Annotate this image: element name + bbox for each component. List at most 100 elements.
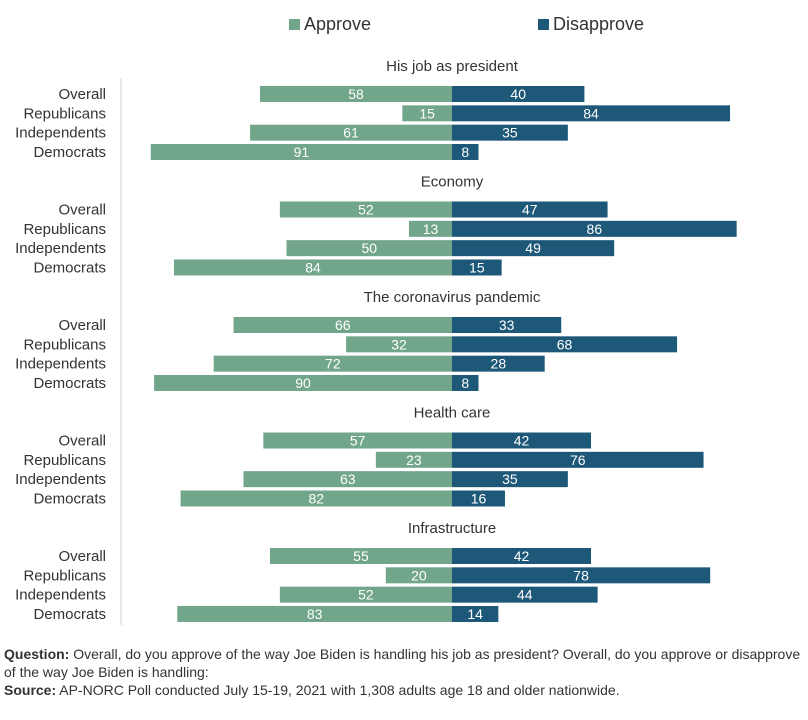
approve-value-label: 23 <box>406 452 422 468</box>
approve-bar <box>173 259 452 276</box>
disapprove-value-label: 28 <box>491 356 507 372</box>
disapprove-value-label: 49 <box>525 240 541 256</box>
category-label: Democrats <box>33 606 106 623</box>
approve-bar <box>286 240 452 257</box>
source-label: Source: <box>4 682 57 698</box>
category-label: Overall <box>58 86 106 103</box>
disapprove-value-label: 78 <box>573 567 589 583</box>
panel-title: The coronavirus pandemic <box>364 289 541 306</box>
disapprove-bar <box>452 432 592 449</box>
disapprove-bar <box>452 605 499 622</box>
approve-value-label: 63 <box>340 471 356 487</box>
approve-value-label: 66 <box>335 317 351 333</box>
approve-bar <box>346 336 452 353</box>
disapprove-value-label: 44 <box>517 587 533 603</box>
disapprove-value-label: 86 <box>587 221 603 237</box>
approve-value-label: 50 <box>361 240 377 256</box>
disapprove-bar <box>452 201 608 218</box>
approve-bar <box>263 432 452 449</box>
disapprove-bar <box>452 586 598 603</box>
disapprove-bar <box>452 143 479 160</box>
disapprove-bar <box>452 451 704 468</box>
category-label: Overall <box>58 433 106 450</box>
approve-bar <box>150 143 453 160</box>
panel-title: Infrastructure <box>408 520 496 537</box>
disapprove-bar <box>452 336 678 353</box>
disapprove-bar <box>452 490 505 507</box>
disapprove-bar <box>452 548 592 564</box>
approve-value-label: 52 <box>358 587 374 603</box>
approve-value-label: 91 <box>294 144 310 160</box>
disapprove-value-label: 35 <box>502 125 518 141</box>
category-label: Republicans <box>23 336 106 353</box>
disapprove-value-label: 14 <box>467 606 483 622</box>
approve-bar <box>279 201 452 218</box>
disapprove-value-label: 8 <box>461 144 469 160</box>
approve-value-label: 82 <box>309 490 325 506</box>
category-label: Overall <box>58 202 106 219</box>
category-label: Overall <box>58 548 106 565</box>
disapprove-value-label: 76 <box>570 452 586 468</box>
approve-bar <box>177 605 452 622</box>
approve-value-label: 20 <box>411 567 427 583</box>
disapprove-bar <box>452 220 737 237</box>
category-label: Republicans <box>23 452 106 469</box>
panel-title: Health care <box>414 405 491 422</box>
category-label: Independents <box>15 356 106 373</box>
category-label: Republicans <box>23 105 106 122</box>
approve-bar <box>213 355 452 372</box>
disapprove-bar <box>452 86 585 102</box>
approve-value-label: 90 <box>295 375 311 391</box>
disapprove-bar <box>452 240 615 257</box>
disapprove-value-label: 15 <box>469 259 485 275</box>
disapprove-value-label: 68 <box>557 336 573 352</box>
category-label: Overall <box>58 317 106 334</box>
question-text: Overall, do you approve of the way Joe B… <box>4 646 801 680</box>
category-label: Democrats <box>33 144 106 161</box>
approve-bar <box>279 586 452 603</box>
category-label: Democrats <box>33 490 106 507</box>
approve-value-label: 15 <box>419 105 435 121</box>
approve-bar <box>233 317 452 333</box>
legend-item-disapprove: Disapprove <box>538 14 644 35</box>
approve-bar <box>269 548 452 564</box>
disapprove-value-label: 8 <box>461 375 469 391</box>
category-label: Republicans <box>23 221 106 238</box>
legend-label-approve: Approve <box>304 14 372 34</box>
approve-bar <box>260 86 452 102</box>
category-label: Independents <box>15 471 106 488</box>
disapprove-value-label: 33 <box>499 317 515 333</box>
category-label: Republicans <box>23 567 106 584</box>
source-text: AP-NORC Poll conducted July 15-19, 2021 … <box>56 682 620 698</box>
category-label: Independents <box>15 587 106 604</box>
disapprove-value-label: 84 <box>583 105 599 121</box>
disapprove-bar <box>452 259 502 276</box>
approve-value-label: 57 <box>350 433 366 449</box>
chart-notes: Question: Overall, do you approve of the… <box>4 645 804 699</box>
legend-label-disapprove: Disapprove <box>553 14 645 34</box>
approve-value-label: 13 <box>423 221 439 237</box>
disapprove-value-label: 42 <box>514 548 530 564</box>
approve-value-label: 83 <box>307 606 323 622</box>
approve-value-label: 58 <box>348 86 364 102</box>
diverging-bar-chart: His job as president Overall 58 40 Republica… <box>15 58 737 625</box>
legend-item-approve: Approve <box>289 14 371 35</box>
category-label: Democrats <box>33 375 106 392</box>
category-label: Independents <box>15 125 106 142</box>
disapprove-value-label: 35 <box>502 471 518 487</box>
disapprove-bar <box>452 317 562 333</box>
approve-bar <box>243 471 452 488</box>
disapprove-bar <box>452 105 731 122</box>
disapprove-bar <box>452 471 568 488</box>
disapprove-bar <box>452 124 568 141</box>
panel-title: His job as president <box>386 58 519 75</box>
disapprove-bar <box>452 355 545 372</box>
approve-bar <box>408 220 452 237</box>
approve-value-label: 84 <box>305 259 321 275</box>
legend-swatch-disapprove <box>538 19 549 30</box>
source-note: Source: AP-NORC Poll conducted July 15-1… <box>4 681 804 699</box>
disapprove-value-label: 40 <box>510 86 526 102</box>
disapprove-bar <box>452 374 479 391</box>
approve-value-label: 52 <box>358 202 374 218</box>
question-label: Question: <box>4 646 70 662</box>
